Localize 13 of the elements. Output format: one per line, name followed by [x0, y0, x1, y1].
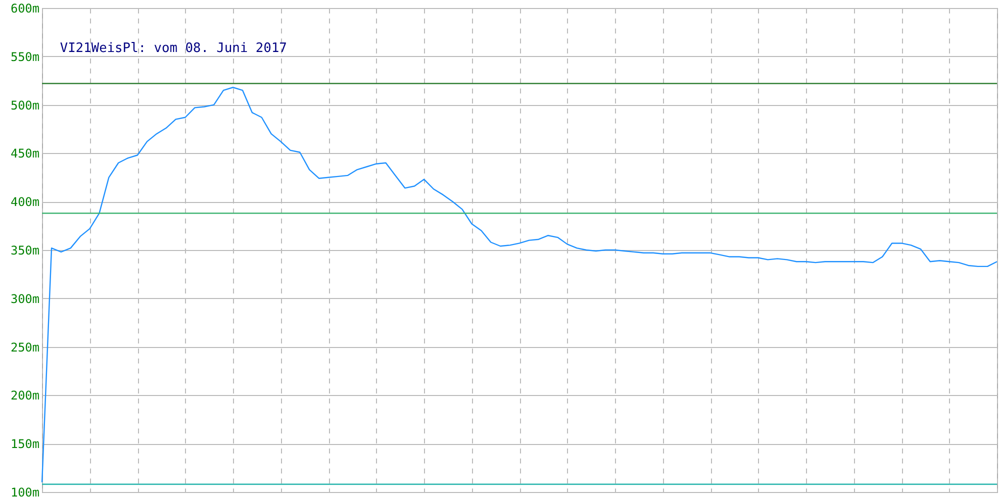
line-series: [41, 86, 998, 483]
y-tick-label: 500m: [10, 98, 40, 112]
text: VI21WeisPl: vom 08. Juni 2017: [60, 41, 287, 56]
y-tick-label: 150m: [10, 437, 40, 452]
y-tick-label: 600m: [10, 2, 40, 16]
y-tick-label: 250m: [10, 340, 40, 354]
y-tick-label: 200m: [10, 388, 40, 403]
y-tick-label: 550m: [10, 50, 40, 64]
y-tick-label: 300m: [10, 292, 40, 306]
y-tick-label: 350m: [10, 244, 40, 258]
y-tick-label: 100m: [10, 486, 40, 500]
y-tick-label: 400m: [10, 195, 40, 210]
y-tick-label: 450m: [10, 146, 40, 161]
